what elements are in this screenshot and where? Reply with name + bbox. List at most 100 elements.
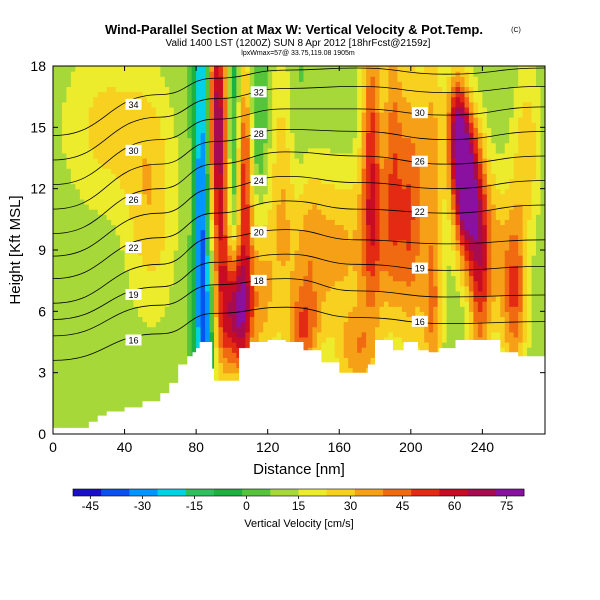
velocity-cell — [151, 168, 157, 174]
velocity-cell — [66, 198, 72, 205]
velocity-cell — [66, 326, 72, 333]
velocity-cell — [325, 357, 331, 364]
velocity-cell — [339, 265, 345, 272]
velocity-cell — [173, 101, 179, 108]
velocity-cell — [182, 71, 188, 77]
velocity-cell — [151, 214, 157, 220]
velocity-cell — [61, 239, 68, 246]
velocity-cell — [209, 270, 215, 277]
velocity-cell — [227, 331, 233, 338]
velocity-cell — [142, 234, 148, 241]
velocity-cell — [142, 290, 148, 297]
velocity-cell — [106, 147, 112, 154]
velocity-cell — [155, 316, 161, 323]
velocity-cell — [348, 321, 354, 328]
velocity-cell — [343, 326, 349, 333]
velocity-cell — [137, 158, 144, 164]
velocity-cell — [75, 224, 81, 231]
velocity-cell — [231, 188, 237, 195]
velocity-cell — [249, 147, 255, 154]
velocity-cell — [84, 168, 90, 174]
velocity-cell — [249, 306, 255, 312]
velocity-cell — [357, 316, 363, 323]
velocity-cell — [307, 270, 314, 277]
velocity-cell — [227, 106, 233, 113]
velocity-cell — [267, 285, 273, 292]
velocity-cell — [240, 239, 246, 246]
velocity-cell — [88, 178, 94, 185]
velocity-cell — [267, 142, 273, 149]
velocity-cell — [205, 255, 211, 261]
velocity-cell — [57, 96, 63, 103]
velocity-cell — [88, 158, 94, 164]
velocity-cell — [173, 270, 179, 277]
velocity-cell — [307, 244, 314, 251]
velocity-cell — [97, 306, 103, 312]
velocity-cell — [111, 347, 117, 353]
velocity-cell — [227, 336, 233, 343]
velocity-cell — [249, 331, 255, 338]
velocity-cell — [214, 122, 220, 128]
velocity-cell — [321, 270, 327, 277]
velocity-cell — [218, 290, 224, 297]
velocity-cell — [173, 285, 179, 292]
velocity-cell — [57, 224, 63, 231]
velocity-cell — [102, 152, 108, 159]
velocity-cell — [155, 168, 161, 174]
velocity-cell — [142, 336, 148, 343]
velocity-cell — [281, 132, 287, 139]
velocity-cell — [191, 198, 197, 205]
velocity-cell — [316, 147, 322, 154]
velocity-cell — [240, 204, 246, 210]
velocity-cell — [303, 106, 309, 113]
velocity-cell — [307, 290, 314, 297]
velocity-cell — [57, 101, 63, 108]
velocity-cell — [102, 158, 108, 164]
velocity-cell — [75, 127, 81, 134]
velocity-cell — [84, 418, 90, 425]
velocity-cell — [115, 352, 121, 358]
velocity-cell — [102, 388, 108, 394]
velocity-cell — [240, 290, 246, 297]
velocity-cell — [97, 127, 103, 134]
velocity-cell — [169, 362, 175, 369]
velocity-cell — [88, 81, 94, 88]
velocity-cell — [258, 106, 264, 113]
velocity-cell — [249, 209, 255, 215]
velocity-cell — [316, 219, 322, 226]
velocity-cell — [240, 316, 246, 323]
velocity-cell — [79, 403, 85, 410]
velocity-cell — [182, 280, 188, 287]
velocity-cell — [303, 86, 309, 93]
velocity-cell — [182, 275, 188, 282]
velocity-cell — [61, 326, 68, 333]
velocity-cell — [272, 234, 278, 241]
velocity-cell — [169, 229, 175, 236]
velocity-cell — [57, 413, 63, 420]
velocity-cell — [133, 393, 139, 399]
velocity-cell — [115, 408, 121, 415]
velocity-cell — [249, 101, 255, 108]
velocity-cell — [70, 336, 76, 343]
velocity-cell — [70, 224, 76, 231]
velocity-cell — [276, 127, 282, 134]
velocity-cell — [142, 285, 148, 292]
velocity-cell — [236, 127, 242, 134]
velocity-cell — [106, 326, 112, 333]
velocity-cell — [124, 306, 130, 312]
velocity-cell — [281, 229, 287, 236]
velocity-cell — [316, 214, 322, 220]
velocity-cell — [79, 377, 85, 384]
velocity-cell — [151, 393, 157, 399]
velocity-cell — [240, 132, 246, 139]
velocity-cell — [151, 275, 157, 282]
velocity-cell — [357, 66, 363, 72]
velocity-cell — [276, 101, 282, 108]
velocity-cell — [169, 265, 175, 272]
velocity-cell — [93, 106, 99, 113]
velocity-cell — [321, 86, 327, 93]
velocity-cell — [200, 296, 206, 302]
velocity-cell — [249, 301, 255, 307]
velocity-cell — [187, 260, 193, 266]
velocity-cell — [173, 316, 179, 323]
